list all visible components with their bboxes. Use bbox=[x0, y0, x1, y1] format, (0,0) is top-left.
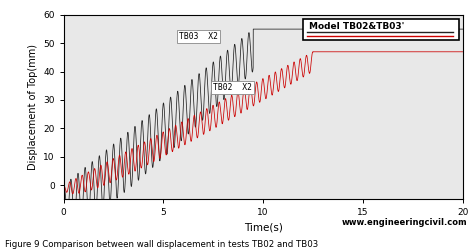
X-axis label: Time(s): Time(s) bbox=[244, 223, 283, 233]
Y-axis label: Displacement of Top(mm): Displacement of Top(mm) bbox=[28, 44, 38, 170]
Text: TB02  X2: TB02 X2 bbox=[213, 83, 253, 92]
Text: TB03  X2: TB03 X2 bbox=[179, 32, 219, 41]
Text: Figure 9 Comparison between wall displacement in tests TB02 and TB03: Figure 9 Comparison between wall displac… bbox=[5, 240, 318, 249]
FancyBboxPatch shape bbox=[303, 19, 459, 40]
Text: Model TB02&TB03': Model TB02&TB03' bbox=[309, 22, 405, 31]
Text: www.engineeringcivil.com: www.engineeringcivil.com bbox=[342, 218, 467, 227]
